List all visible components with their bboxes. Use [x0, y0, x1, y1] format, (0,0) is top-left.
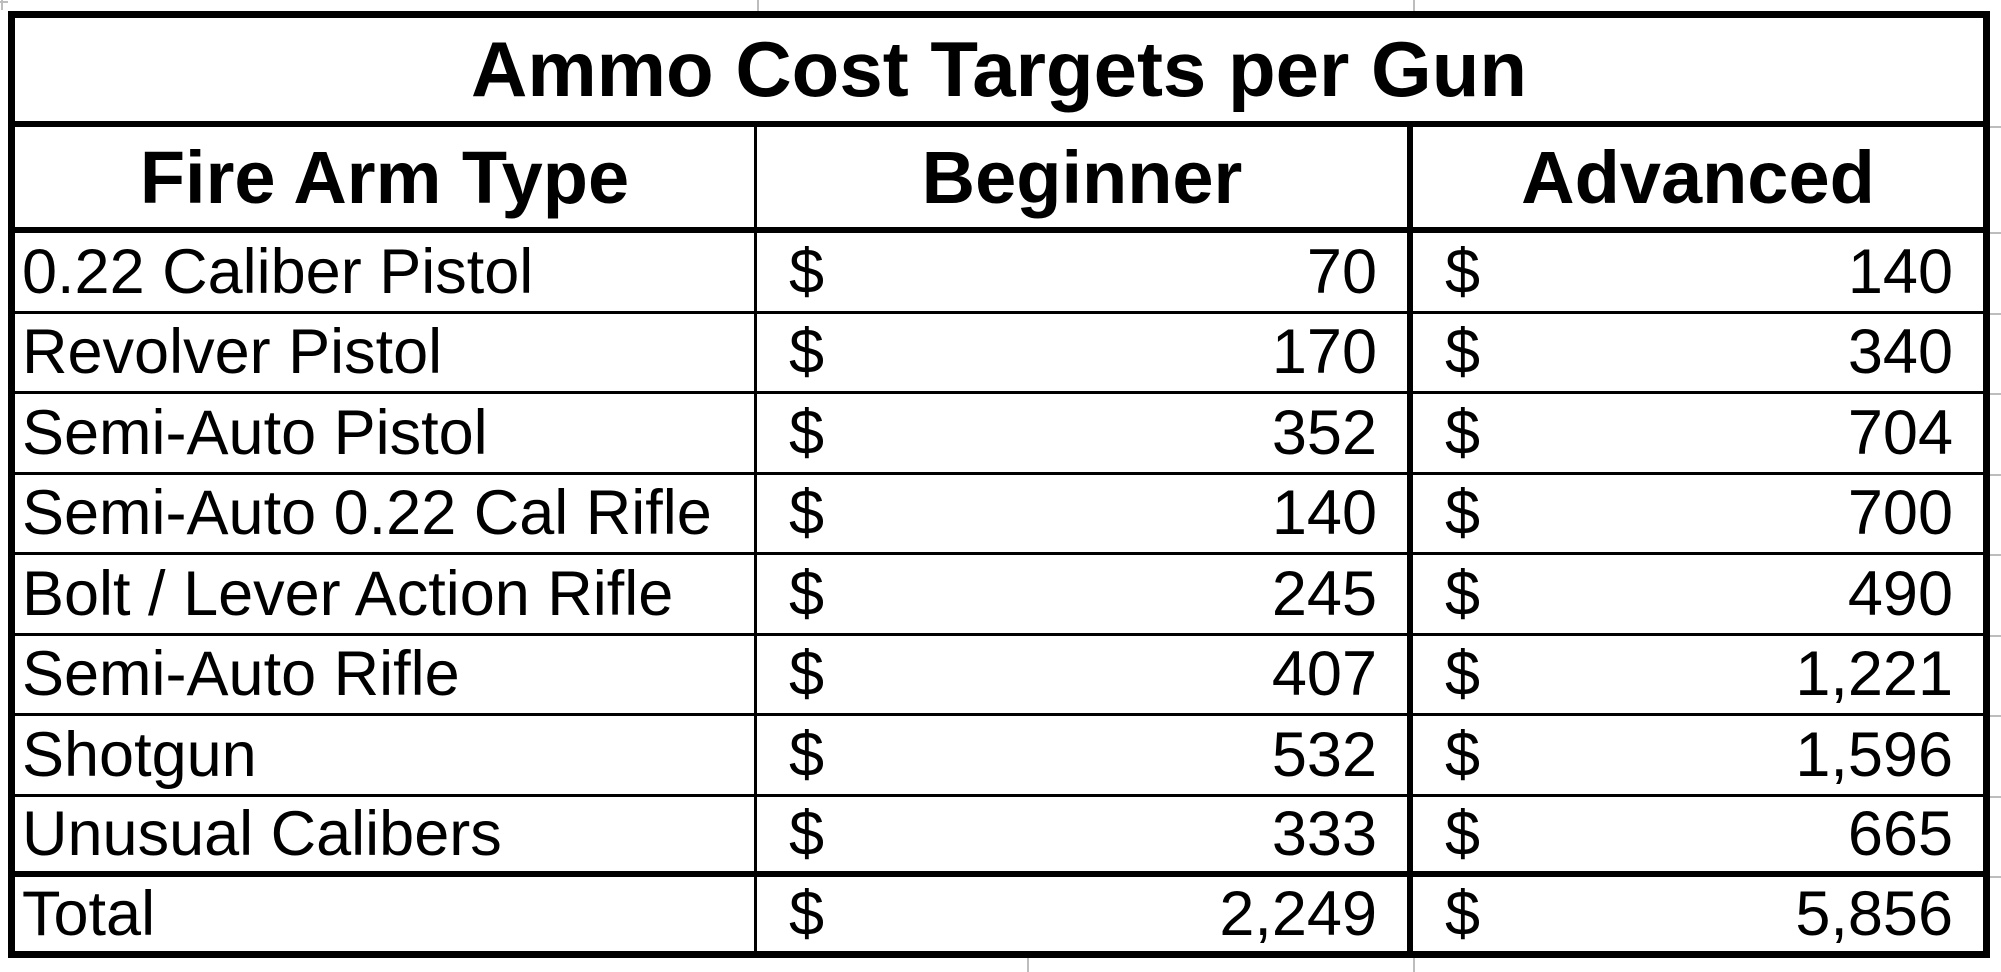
- advanced-cell: $704: [1413, 394, 1983, 475]
- dollar-sign: $: [1445, 317, 1481, 388]
- advanced-cell: $340: [1413, 313, 1983, 394]
- gridline: [1990, 232, 2001, 234]
- gridline: [1413, 958, 1415, 972]
- beginner-amount: 352: [1271, 397, 1377, 468]
- col-header-firearm-type: Fire Arm Type: [15, 127, 757, 233]
- gridline: [1990, 554, 2001, 556]
- gridline: [1990, 474, 2001, 476]
- row-label: Unusual Calibers: [15, 796, 757, 877]
- gridline: [1990, 876, 2001, 878]
- gridline: [1990, 796, 2001, 798]
- gridline: [1990, 393, 2001, 395]
- advanced-cell: $665: [1413, 796, 1983, 877]
- dollar-sign: $: [1445, 639, 1481, 710]
- row-label: Semi-Auto Pistol: [15, 394, 757, 475]
- gridline: [1990, 313, 2001, 315]
- dollar-sign: $: [789, 719, 825, 790]
- beginner-cell: $70: [757, 233, 1413, 314]
- advanced-amount: 700: [1847, 478, 1953, 549]
- dollar-sign: $: [789, 236, 825, 307]
- advanced-amount: 665: [1847, 798, 1953, 869]
- col-header-beginner: Beginner: [757, 127, 1413, 233]
- dollar-sign: $: [789, 558, 825, 629]
- row-label: Semi-Auto 0.22 Cal Rifle: [15, 474, 757, 555]
- row-label: Shotgun: [15, 716, 757, 797]
- gridline: [0, 1, 8, 3]
- gridline: [1027, 958, 1029, 972]
- total-advanced-amount: 5,856: [1795, 879, 1953, 949]
- beginner-cell: $333: [757, 796, 1413, 877]
- dollar-sign: $: [789, 639, 825, 710]
- advanced-cell: $140: [1413, 233, 1983, 314]
- beginner-cell: $407: [757, 635, 1413, 716]
- total-beginner-cell: $2,249: [757, 877, 1413, 951]
- row-label: Revolver Pistol: [15, 313, 757, 394]
- advanced-amount: 1,221: [1795, 639, 1953, 710]
- gridline: [1413, 0, 1415, 11]
- dollar-sign: $: [1445, 236, 1481, 307]
- dollar-sign: $: [1445, 558, 1481, 629]
- advanced-amount: 490: [1847, 558, 1953, 629]
- advanced-amount: 140: [1847, 236, 1953, 307]
- col-header-advanced: Advanced: [1413, 127, 1983, 233]
- advanced-cell: $700: [1413, 474, 1983, 555]
- beginner-amount: 333: [1271, 798, 1377, 869]
- advanced-amount: 340: [1847, 317, 1953, 388]
- dollar-sign: $: [1445, 798, 1481, 869]
- advanced-amount: 1,596: [1795, 719, 1953, 790]
- dollar-sign: $: [789, 317, 825, 388]
- dollar-sign: $: [1445, 719, 1481, 790]
- dollar-sign: $: [789, 798, 825, 869]
- ammo-cost-table: Ammo Cost Targets per Gun Fire Arm Type …: [8, 11, 1990, 958]
- advanced-cell: $1,596: [1413, 716, 1983, 797]
- beginner-amount: 245: [1271, 558, 1377, 629]
- table-title: Ammo Cost Targets per Gun: [15, 18, 1983, 127]
- advanced-cell: $1,221: [1413, 635, 1983, 716]
- total-advanced-cell: $5,856: [1413, 877, 1983, 951]
- beginner-amount: 170: [1271, 317, 1377, 388]
- dollar-sign: $: [789, 397, 825, 468]
- dollar-sign: $: [1445, 478, 1481, 549]
- beginner-amount: 70: [1306, 236, 1377, 307]
- dollar-sign: $: [789, 478, 825, 549]
- beginner-amount: 407: [1271, 639, 1377, 710]
- beginner-cell: $140: [757, 474, 1413, 555]
- gridline: [1, 0, 3, 10]
- beginner-amount: 140: [1271, 478, 1377, 549]
- dollar-sign: $: [1445, 397, 1481, 468]
- beginner-cell: $532: [757, 716, 1413, 797]
- gridline: [1990, 126, 2001, 128]
- dollar-sign: $: [1445, 879, 1481, 949]
- row-label: Semi-Auto Rifle: [15, 635, 757, 716]
- beginner-amount: 532: [1271, 719, 1377, 790]
- dollar-sign: $: [789, 879, 825, 949]
- beginner-cell: $170: [757, 313, 1413, 394]
- beginner-cell: $352: [757, 394, 1413, 475]
- row-label: Bolt / Lever Action Rifle: [15, 555, 757, 636]
- total-row-label: Total: [15, 877, 757, 951]
- advanced-cell: $490: [1413, 555, 1983, 636]
- row-label: 0.22 Caliber Pistol: [15, 233, 757, 314]
- advanced-amount: 704: [1847, 397, 1953, 468]
- gridline: [1990, 635, 2001, 637]
- gridline: [757, 0, 759, 11]
- gridline: [1990, 715, 2001, 717]
- total-beginner-amount: 2,249: [1219, 879, 1377, 949]
- beginner-cell: $245: [757, 555, 1413, 636]
